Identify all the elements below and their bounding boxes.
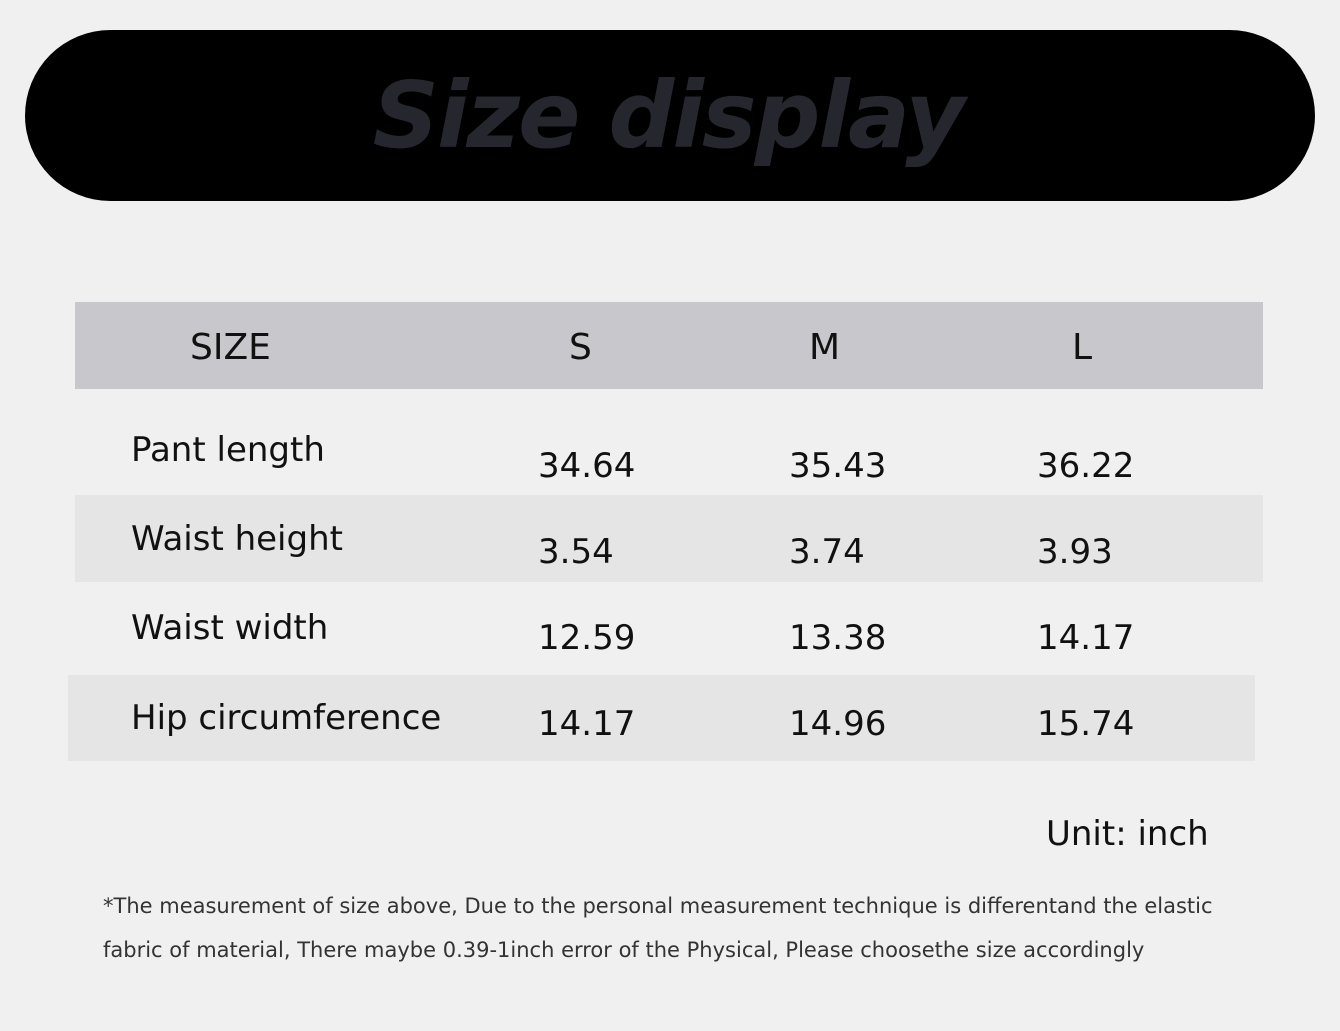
- row-label: Pant length: [131, 430, 325, 470]
- cell-l: 15.74: [1037, 704, 1135, 744]
- unit-label: Unit: inch: [1046, 814, 1209, 854]
- cell-l: 36.22: [1037, 446, 1135, 486]
- row-label: Waist width: [131, 608, 329, 648]
- page-title: Size display: [372, 62, 966, 169]
- cell-m: 13.38: [789, 618, 887, 658]
- cell-m: 35.43: [789, 446, 887, 486]
- row-label: Hip circumference: [131, 698, 442, 738]
- cell-s: 34.64: [538, 446, 636, 486]
- header-size: SIZE: [190, 327, 271, 368]
- header-s: S: [569, 327, 592, 368]
- header-l: L: [1072, 327, 1093, 368]
- row-stripe: [68, 675, 1255, 761]
- note-line-1: *The measurement of size above, Due to t…: [103, 894, 1213, 918]
- header-m: M: [809, 327, 841, 368]
- cell-l: 3.93: [1037, 532, 1113, 572]
- table-header: SIZE S M L: [75, 302, 1263, 389]
- cell-s: 14.17: [538, 704, 636, 744]
- row-label: Waist height: [131, 519, 343, 559]
- cell-m: 14.96: [789, 704, 887, 744]
- note-line-2: fabric of material, There maybe 0.39-1in…: [103, 938, 1145, 962]
- cell-s: 3.54: [538, 532, 614, 572]
- cell-s: 12.59: [538, 618, 636, 658]
- cell-m: 3.74: [789, 532, 865, 572]
- row-stripe: [75, 495, 1263, 582]
- cell-l: 14.17: [1037, 618, 1135, 658]
- title-banner: Size display: [25, 30, 1315, 201]
